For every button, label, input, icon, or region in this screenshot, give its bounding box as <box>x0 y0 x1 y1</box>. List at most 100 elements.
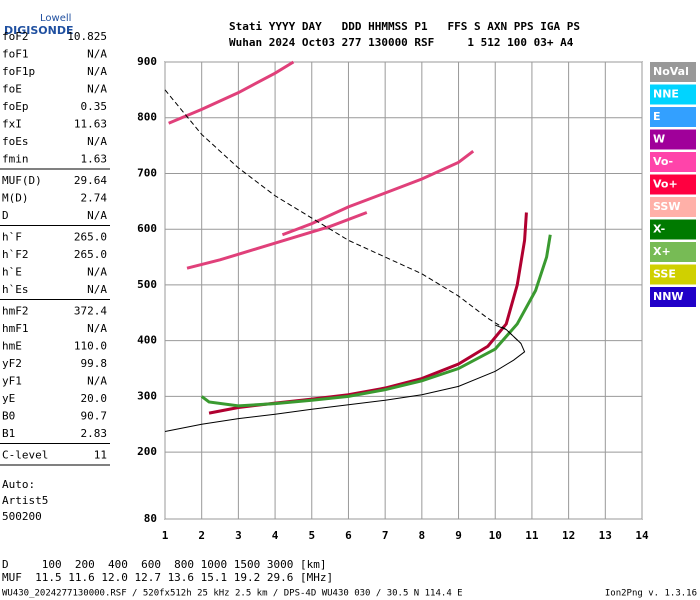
legend-label: Vo+ <box>653 178 678 191</box>
param-value: 2.74 <box>81 192 108 205</box>
footer: D 100 200 400 600 800 1000 1500 3000 [km… <box>2 558 327 571</box>
footer: WU430_2024277130000.RSF / 520fx512h 25 k… <box>2 589 463 599</box>
x-tick-label: 12 <box>562 529 575 542</box>
x-tick-label: 11 <box>525 529 539 542</box>
legend-swatch <box>650 197 696 217</box>
param-label: D <box>2 209 9 222</box>
param-value: 265.0 <box>74 231 107 244</box>
param-value: N/A <box>87 209 107 222</box>
param-value: 11.63 <box>74 118 107 131</box>
param-label: B1 <box>2 427 15 440</box>
param-value: N/A <box>87 65 107 78</box>
param-value: N/A <box>87 375 107 388</box>
param-label: M(D) <box>2 192 29 205</box>
legend-swatch <box>650 264 696 285</box>
param-label: foF1p <box>2 65 35 78</box>
legend-swatch <box>650 174 696 195</box>
param-label: foE <box>2 83 22 96</box>
trace <box>208 212 528 415</box>
param-label: foF1 <box>2 48 29 61</box>
x-tick-label: 9 <box>455 529 462 542</box>
footer: MUF 11.5 11.6 12.0 12.7 13.6 15.1 19.2 2… <box>2 571 333 584</box>
param-value: 2.83 <box>81 427 108 440</box>
x-tick-label: 13 <box>599 529 612 542</box>
x-tick-label: 7 <box>382 529 389 542</box>
param-label: C-level <box>2 449 48 462</box>
trace <box>281 149 475 237</box>
y-tick-label: 700 <box>137 166 157 179</box>
param-value: N/A <box>87 135 107 148</box>
logo: DIGISONDE <box>4 24 73 37</box>
x-tick-label: 10 <box>489 529 502 542</box>
x-tick-label: 8 <box>419 529 426 542</box>
param-value: N/A <box>87 322 107 335</box>
y-tick-label: 500 <box>137 278 157 291</box>
param-value: 10.825 <box>67 30 107 43</box>
param-value: N/A <box>87 266 107 279</box>
param-label: yE <box>2 392 15 405</box>
param-value: N/A <box>87 283 107 296</box>
param-label: yF2 <box>2 357 22 370</box>
param-label: foF2 <box>2 30 29 43</box>
param-label: B0 <box>2 410 15 423</box>
legend-swatch <box>650 107 696 127</box>
param-value: 11 <box>94 449 107 462</box>
legend-label: X+ <box>653 245 671 258</box>
trace <box>164 89 522 344</box>
logo: Lowell <box>40 13 71 24</box>
param-value: 20.0 <box>81 392 108 405</box>
y-tick-label: 800 <box>137 111 157 124</box>
auto-text: 500200 <box>2 510 42 523</box>
header: Stati YYYY DAY DDD HHMMSS P1 FFS S AXN P… <box>229 20 580 33</box>
footer: Ion2Png v. 1.3.16 <box>605 589 697 599</box>
legend-swatch <box>650 62 696 82</box>
param-value: 29.64 <box>74 174 107 187</box>
x-tick-label: 6 <box>345 529 352 542</box>
x-tick-label: 14 <box>635 529 649 542</box>
param-value: N/A <box>87 48 107 61</box>
param-label: h`F <box>2 231 22 244</box>
param-label: h`E <box>2 266 22 279</box>
param-value: N/A <box>87 83 107 96</box>
legend-label: X- <box>653 223 665 236</box>
x-tick-label: 3 <box>235 529 242 542</box>
x-tick-label: 5 <box>308 529 315 542</box>
param-label: h`F2 <box>2 248 29 261</box>
legend-label: NNE <box>653 88 679 101</box>
param-label: fmin <box>2 153 29 166</box>
legend-label: E <box>653 110 661 123</box>
y-tick-label: 200 <box>137 445 157 458</box>
y-tick-label: 900 <box>137 55 157 68</box>
param-label: MUF(D) <box>2 174 42 187</box>
trace <box>168 60 295 125</box>
param-label: foEp <box>2 100 29 113</box>
legend-label: NNW <box>653 290 684 303</box>
x-tick-label: 1 <box>162 529 169 542</box>
param-label: yF1 <box>2 375 22 388</box>
param-label: foEs <box>2 135 29 148</box>
legend-label: Vo- <box>653 155 673 168</box>
plot-frame <box>164 61 643 520</box>
param-label: hmF1 <box>2 322 29 335</box>
param-label: hmE <box>2 340 22 353</box>
param-label: fxI <box>2 118 22 131</box>
legend-label: SSW <box>653 200 680 213</box>
trace <box>164 324 526 432</box>
param-value: 99.8 <box>81 357 108 370</box>
legend-swatch <box>650 242 696 262</box>
trace <box>200 234 552 408</box>
param-value: 110.0 <box>74 340 107 353</box>
y-tick-label: 80 <box>144 512 157 525</box>
legend-label: W <box>653 133 665 146</box>
param-value: 372.4 <box>74 305 107 318</box>
legend-swatch <box>650 287 696 307</box>
legend-swatch <box>650 219 696 240</box>
param-value: 0.35 <box>81 100 108 113</box>
header: Wuhan 2024 Oct03 277 130000 RSF 1 512 10… <box>229 36 574 49</box>
auto-text: Auto: <box>2 478 35 491</box>
legend-label: NoVal <box>653 65 689 78</box>
param-value: 1.63 <box>81 153 108 166</box>
legend-swatch <box>650 129 696 150</box>
auto-text: Artist5 <box>2 494 48 507</box>
